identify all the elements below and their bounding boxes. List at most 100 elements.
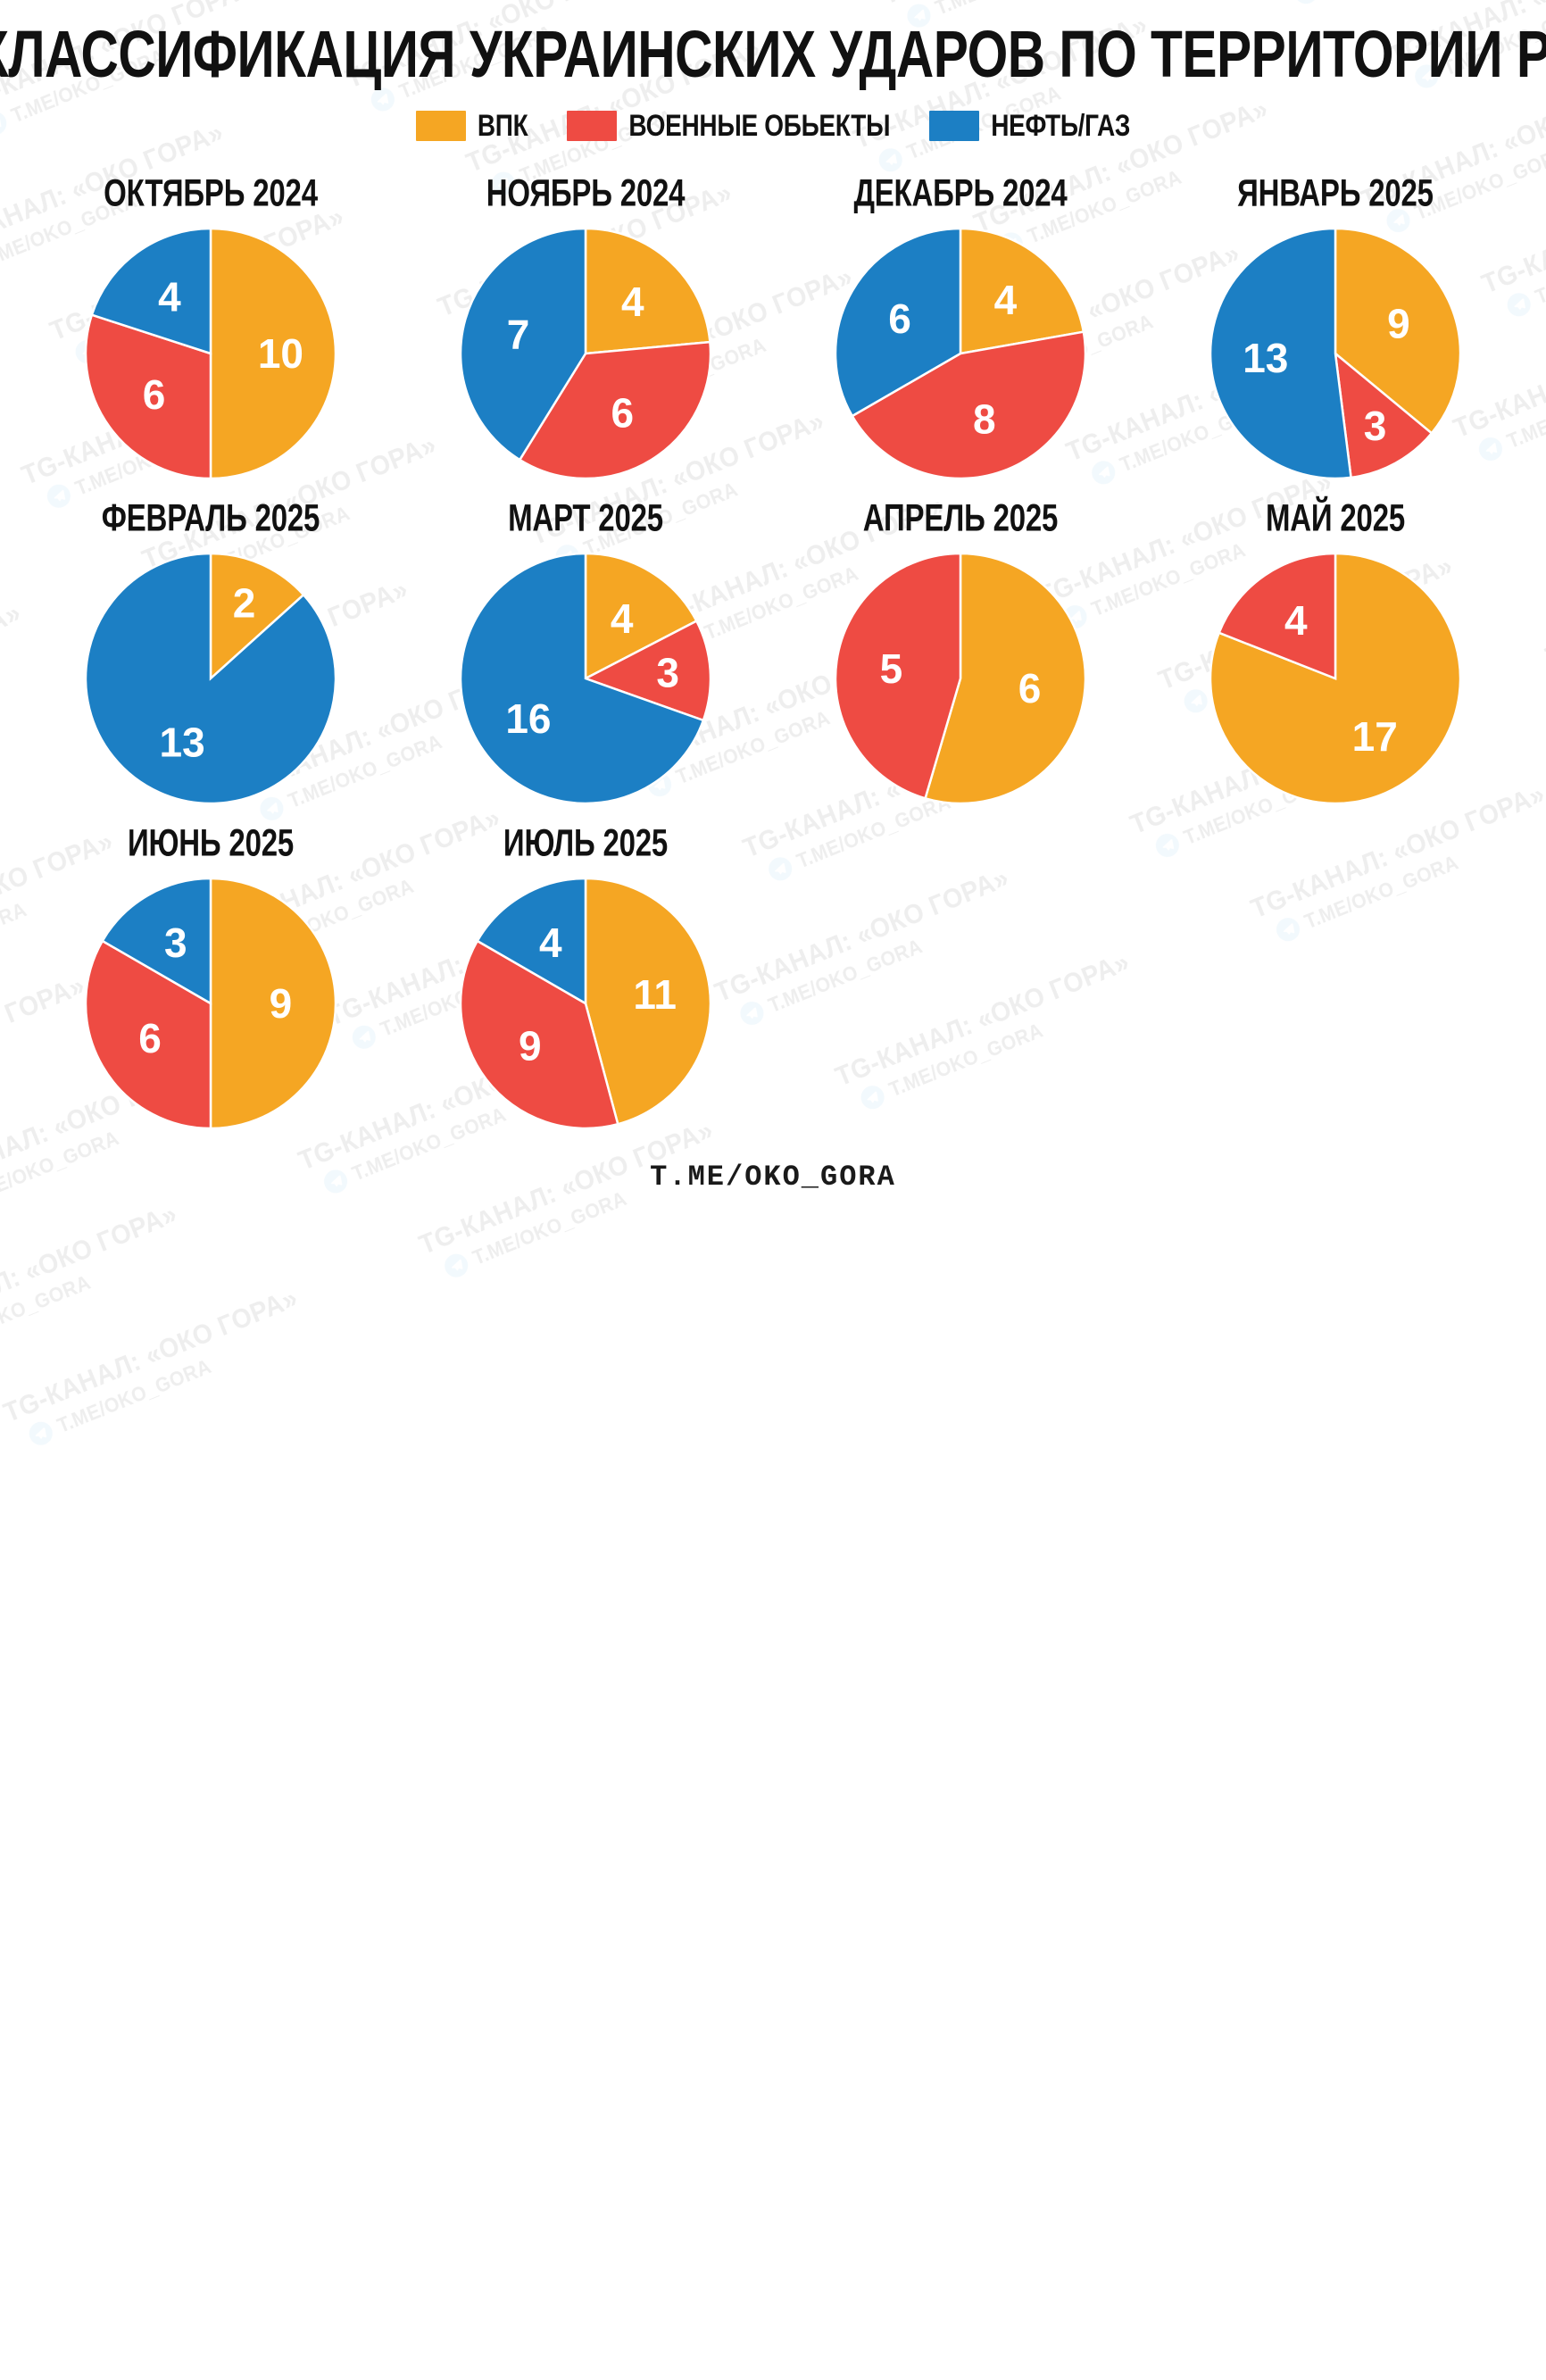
watermark-channel-name: TG-КАНАЛ: «ОКО ГОРА»: [0, 1281, 303, 1428]
legend-label-vpk: ВПК: [477, 108, 528, 143]
pie-slice-value-oil-gas: 16: [505, 695, 551, 742]
pie-slice-military: [459, 939, 619, 1130]
pie-slice-value-oil-gas: 4: [158, 274, 181, 320]
legend-item-vpk: ВПК: [415, 108, 528, 143]
pie-slice-oil-gas: [90, 227, 212, 355]
pie-slice-value-oil-gas: 6: [888, 295, 911, 342]
pie-chart: 4 8 6: [827, 220, 1094, 487]
pie-slice-value-oil-gas: 13: [1243, 335, 1288, 381]
pie-slice-value-military: 6: [611, 390, 635, 437]
watermark-channel-name: TG-КАНАЛ: «ОКО ГОРА»: [0, 1197, 182, 1344]
pie-slice-military: [834, 552, 962, 800]
pie-chart: 9 3 13: [1201, 220, 1469, 487]
pie-chart: 17 4: [1201, 545, 1469, 812]
pie-slice-value-military: 6: [143, 371, 166, 418]
pie-slice-military: [851, 330, 1087, 480]
watermark-link-text: T.ME/OKO_GORA: [54, 1353, 215, 1437]
pie-chart: 9 6 3: [77, 870, 345, 1137]
infographic-root: КЛАССИФИКАЦИЯ УКРАИНСКИХ УДАРОВ ПО ТЕРРИ…: [0, 17, 1546, 1194]
watermark-link-row: T.ME/OKO_GORA: [441, 1181, 644, 1281]
pie-slice-vpk: [209, 227, 337, 480]
telegram-icon: [441, 1250, 472, 1281]
pie-chart: 2 13: [77, 545, 345, 812]
watermark-unit: TG-КАНАЛ: «ОКО ГОРА»T.ME/OKO_GORA: [0, 1188, 217, 1369]
pie-slice-value-oil-gas: 7: [507, 312, 530, 358]
pie-slice-value-vpk: 4: [621, 279, 644, 325]
chart-title: МАРТ 2025: [508, 496, 663, 539]
pie-slice-value-military: 3: [656, 650, 679, 696]
pie-slice-military: [84, 313, 212, 480]
footer-channel-link: T.ME/OKO_GORA: [650, 1161, 896, 1194]
pie-slice-value-military: 6: [138, 1015, 162, 1061]
pie-slice-vpk: [1334, 227, 1462, 436]
legend-swatch-military: [567, 111, 618, 141]
pie-chart: 11 9 4: [452, 870, 719, 1137]
chart-title: АПРЕЛЬ 2025: [862, 496, 1059, 539]
pie-slice-vpk: [584, 877, 712, 1126]
pie-slice-value-oil-gas: 3: [164, 920, 187, 966]
pie-slice-value-oil-gas: 13: [160, 720, 205, 766]
chart-title: ДЕКАБРЬ 2024: [853, 171, 1068, 214]
pie-slice-military: [84, 939, 212, 1130]
pie-slice-value-vpk: 4: [994, 277, 1018, 323]
chart-title: НОЯБРЬ 2024: [486, 171, 686, 214]
pie-chart-cell: ФЕВРАЛЬ 2025 2 13: [23, 496, 398, 812]
legend-label-military: ВОЕННЫЕ ОБЬЕКТЫ: [628, 108, 891, 143]
pie-chart-cell: МАРТ 2025 4 3 16: [398, 496, 773, 812]
pie-chart-cell: ИЮНЬ 2025 9 6 3: [23, 821, 398, 1137]
legend-swatch-oil_gas: [929, 111, 980, 141]
pie-slice-oil-gas: [459, 552, 705, 805]
pie-chart: 4 6 7: [452, 220, 719, 487]
pie-slice-military: [1334, 351, 1434, 479]
legend-swatch-vpk: [415, 111, 466, 141]
watermark-unit: TG-КАНАЛ: «ОКО ГОРА»T.ME/OKO_GORA: [0, 1273, 337, 1454]
pie-slice-military: [518, 340, 712, 480]
legend-item-oil_gas: НЕФТЬ/ГАЗ: [929, 108, 1131, 143]
page-title: КЛАССИФИКАЦИЯ УКРАИНСКИХ УДАРОВ ПО ТЕРРИ…: [0, 17, 1546, 92]
pie-slice-value-military: 4: [1284, 597, 1308, 644]
pie-slice-oil-gas: [476, 877, 587, 1006]
pie-slice-oil-gas: [1209, 227, 1352, 480]
chart-title: ЯНВАРЬ 2025: [1237, 171, 1434, 214]
pie-chart-cell: ИЮЛЬ 2025 11 9 4: [398, 821, 773, 1137]
pie-slice-value-military: 8: [973, 396, 996, 443]
pie-slice-value-vpk: 2: [233, 580, 256, 627]
pie-slice-vpk: [209, 552, 305, 681]
pie-slice-value-oil-gas: 4: [539, 920, 562, 966]
pie-chart: 4 3 16: [452, 545, 719, 812]
watermark-link-row: T.ME/OKO_GORA: [0, 1265, 107, 1365]
pie-chart-cell: АПРЕЛЬ 2025 6 5: [773, 496, 1148, 812]
pie-slice-military: [582, 619, 712, 722]
pie-slice-value-vpk: 9: [270, 980, 293, 1027]
pie-slice-vpk: [584, 227, 711, 355]
chart-title: ОКТЯБРЬ 2024: [104, 171, 318, 214]
pie-slice-value-military: 3: [1364, 403, 1387, 449]
legend-label-oil_gas: НЕФТЬ/ГАЗ: [991, 108, 1131, 143]
pie-slice-value-vpk: 6: [1018, 665, 1042, 712]
pie-slice-value-military: 5: [880, 645, 903, 692]
pie-slice-vpk: [209, 877, 337, 1130]
pie-chart-cell: ЯНВАРЬ 2025 9 3 13: [1148, 171, 1523, 487]
pie-slice-value-military: 9: [519, 1023, 542, 1069]
pie-chart-cell: НОЯБРЬ 2024 4 6 7: [398, 171, 773, 487]
pie-chart: 10 6 4: [77, 220, 345, 487]
pie-slice-military: [1218, 552, 1337, 680]
pie-slice-value-vpk: 11: [633, 971, 677, 1018]
pie-slice-vpk: [959, 227, 1085, 355]
chart-title: МАЙ 2025: [1265, 496, 1406, 539]
watermark-link-row: T.ME/OKO_GORA: [25, 1349, 228, 1449]
pie-slice-oil-gas: [459, 227, 587, 462]
pie-slice-vpk: [584, 552, 698, 681]
pie-chart-cell: ДЕКАБРЬ 2024 4 8 6: [773, 171, 1148, 487]
watermark-link-text: T.ME/OKO_GORA: [0, 1269, 94, 1352]
pie-slice-value-vpk: 17: [1352, 713, 1398, 760]
legend-item-military: ВОЕННЫЕ ОБЬЕКТЫ: [567, 108, 891, 143]
pie-slice-oil-gas: [84, 552, 337, 805]
chart-title: ФЕВРАЛЬ 2025: [101, 496, 320, 539]
pie-slice-oil-gas: [834, 227, 962, 418]
pie-slice-value-vpk: 4: [611, 595, 634, 642]
watermark-link-text: T.ME/OKO_GORA: [470, 1186, 630, 1269]
pie-chart-cell: МАЙ 2025 17 4: [1148, 496, 1523, 812]
pie-slice-oil-gas: [101, 877, 212, 1006]
